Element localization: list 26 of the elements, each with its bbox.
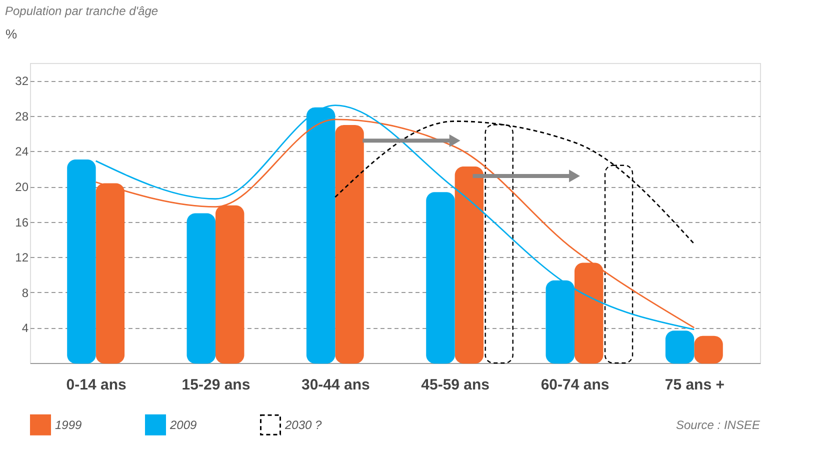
y-tick-label: 16	[15, 215, 29, 230]
y-tick-label: 32	[15, 74, 29, 88]
y-tick-label: 28	[15, 109, 29, 124]
bar	[454, 166, 484, 364]
bar	[335, 125, 364, 364]
y-axis-title: %	[6, 26, 18, 42]
x-tick-label: 15-29 ans	[182, 376, 250, 394]
x-tick-label: 60-74 ans	[540, 376, 610, 394]
legend-label: 2009	[169, 418, 198, 432]
x-tick-label: 75 ans +	[664, 376, 725, 394]
x-tick-label: 30-44 ans	[301, 376, 370, 394]
y-tick-label: 12	[15, 250, 29, 265]
bar	[186, 213, 216, 364]
x-tick-label: 0-14 ans	[66, 376, 126, 394]
y-tick-label: 4	[22, 321, 29, 336]
source-note: Source : INSEE	[676, 418, 761, 432]
bar	[665, 330, 694, 364]
bar	[426, 192, 455, 364]
y-tick-label: 20	[15, 180, 29, 194]
y-tick-label: 8	[22, 286, 29, 300]
legend-label: 2030 ?	[284, 418, 322, 432]
legend-label: 1999	[55, 418, 82, 432]
chart-title: Population par tranche d'âge	[5, 4, 158, 18]
x-tick-label: 45-59 ans	[421, 376, 490, 394]
bar	[67, 159, 96, 364]
y-tick-label: 24	[15, 144, 29, 159]
